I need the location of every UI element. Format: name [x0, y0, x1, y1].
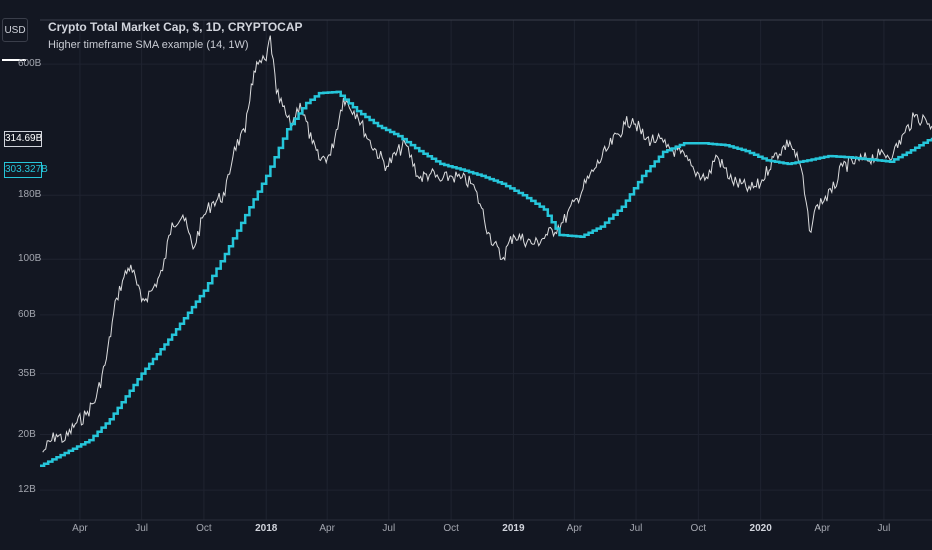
- y-tick-label: 100B: [18, 253, 42, 265]
- study-title[interactable]: Higher timeframe SMA example (14, 1W): [48, 39, 249, 51]
- legend-series-swatch: [2, 59, 26, 61]
- x-tick-label: Jul: [135, 523, 148, 534]
- x-tick-label: Jul: [877, 523, 891, 534]
- x-tick-label: Oct: [443, 523, 459, 534]
- sma-series-line: [40, 90, 932, 468]
- chart-legend: Crypto Total Market Cap, $, 1D, CRYPTOCA…: [48, 20, 303, 52]
- x-tick-label: Oct: [196, 523, 212, 534]
- x-tick-label: Jul: [629, 523, 643, 534]
- x-tick-label: 2018: [255, 523, 278, 534]
- x-tick-label: Apr: [814, 523, 831, 534]
- price-series-line: [42, 35, 932, 453]
- x-tick-label: 2020: [749, 523, 772, 534]
- x-tick-label: Apr: [72, 523, 88, 534]
- x-tick-label: Apr: [566, 523, 583, 534]
- x-tick-label: Oct: [690, 523, 707, 534]
- y-tick-label: 12B: [18, 484, 36, 496]
- sma-value-label: 303.327B: [4, 162, 48, 178]
- chart-title[interactable]: Crypto Total Market Cap, $, 1D, CRYPTOCA…: [48, 20, 303, 34]
- x-tick-label: Jul: [382, 523, 396, 534]
- x-tick-label: Apr: [319, 523, 335, 534]
- currency-button[interactable]: USD: [2, 18, 28, 42]
- chart-grid: [40, 20, 932, 520]
- y-tick-label: 60B: [18, 308, 36, 320]
- last-price-label: 314.69B: [4, 131, 42, 147]
- y-tick-label: 35B: [18, 367, 36, 379]
- y-tick-label: 20B: [18, 428, 36, 440]
- y-tick-label: 600B: [18, 58, 42, 70]
- x-tick-label: 2019: [502, 523, 525, 534]
- y-tick-label: 180B: [18, 189, 42, 201]
